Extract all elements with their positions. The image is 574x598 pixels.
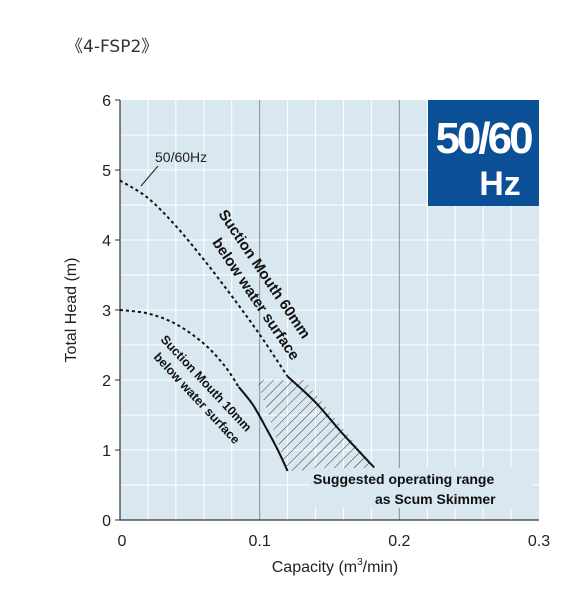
y-axis-label: Total Head (m): [63, 258, 80, 363]
operating-range-hatch: [256, 380, 375, 471]
x-axis-label: Capacity (m3/min): [272, 557, 398, 576]
range-label: Suggested operating range as Scum Skimme…: [310, 468, 532, 508]
x-tick-label: 0.2: [388, 533, 410, 550]
performance-curves: [120, 179, 375, 472]
frequency-badge: 50/60 Hz: [428, 100, 539, 206]
badge-unit: Hz: [479, 165, 521, 203]
curve-2: [120, 309, 240, 388]
tick-labels: 0 1 2 3 4 5 6 0 0.1 0.2 0.3: [102, 93, 550, 550]
curve-0: [120, 179, 289, 378]
curve-1: [286, 375, 375, 469]
grid-lines: [120, 100, 539, 520]
x-tick-label: 0.3: [528, 533, 550, 550]
y-tick-label: 6: [102, 93, 111, 110]
y-tick-label: 5: [102, 163, 111, 180]
badge-background: [428, 100, 539, 206]
y-tick-label: 3: [102, 303, 111, 320]
freq-label-leader: [140, 165, 159, 187]
x-tick-label: 0.1: [249, 533, 271, 550]
model-title: 《4-FSP2》: [66, 37, 158, 57]
y-tick-label: 1: [102, 443, 111, 460]
curve-3: [237, 386, 289, 472]
x-tick-label: 0: [118, 533, 127, 550]
freq-label: 50/60Hz: [155, 149, 207, 165]
y-tick-label: 0: [102, 513, 111, 530]
range-label-line1: Suggested operating range: [313, 471, 494, 487]
badge-frequency: 50/60: [435, 114, 532, 163]
range-label-bg: [310, 468, 532, 508]
range-label-line2: as Scum Skimmer: [375, 491, 496, 507]
y-tick-label: 4: [102, 233, 111, 250]
y-tick-label: 2: [102, 373, 111, 390]
